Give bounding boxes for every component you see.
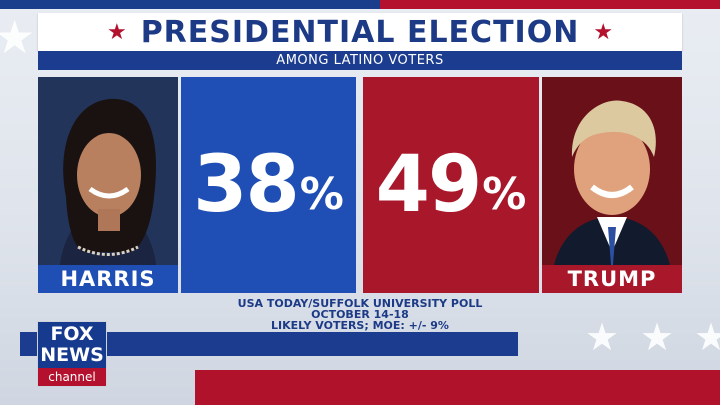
trump-photo — [542, 77, 682, 293]
source-line-2: OCTOBER 14-18 — [311, 308, 409, 321]
headline-title: PRESIDENTIAL ELECTION — [140, 14, 580, 50]
source-line-3: LIKELY VOTERS; MOE: +/- 9% — [271, 319, 449, 332]
source-line-1: USA TODAY/SUFFOLK UNIVERSITY POLL — [237, 297, 483, 310]
logo-channel-text: channel — [38, 368, 106, 386]
logo-news-text: NEWS — [40, 344, 104, 366]
poll-source: USA TODAY/SUFFOLK UNIVERSITY POLL OCTOBE… — [180, 298, 540, 331]
star-icon: ★ — [0, 10, 36, 64]
harris-percent-panel: 38 % — [181, 77, 356, 293]
top-blue-stripe — [0, 0, 380, 9]
percent-symbol: % — [482, 168, 527, 220]
trump-percent-panel: 49 % — [363, 77, 539, 293]
top-red-stripe — [380, 0, 720, 9]
headline-subtitle: AMONG LATINO VOTERS — [38, 51, 682, 70]
logo-fox-text: FOX — [50, 323, 94, 345]
trump-percent: 49 — [375, 140, 483, 230]
star-icon: ★ — [640, 315, 675, 359]
harris-photo — [38, 77, 178, 293]
headline-box: ★ PRESIDENTIAL ELECTION ★ — [38, 13, 682, 51]
percent-symbol: % — [299, 168, 344, 220]
bottom-red-stripe — [195, 370, 720, 405]
star-icon: ★ — [593, 19, 614, 45]
trump-name-bar: TRUMP — [542, 265, 682, 293]
harris-name-bar: HARRIS — [38, 265, 178, 293]
star-icon: ★ — [106, 19, 127, 45]
fox-news-logo: FOX NEWS channel — [37, 321, 107, 387]
harris-percent: 38 — [193, 140, 300, 230]
star-icon: ★ — [585, 315, 620, 359]
star-icon: ★ — [694, 315, 720, 359]
